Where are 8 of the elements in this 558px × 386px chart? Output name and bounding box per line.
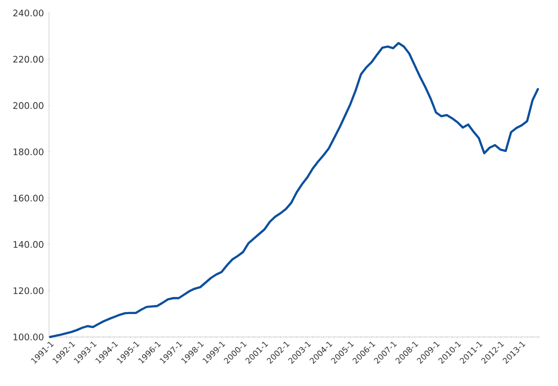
y-tick-label: 160.00 [14,194,44,202]
y-tick-label: 200.00 [13,102,44,109]
y-tick-label: 120.00 [14,287,44,294]
y-tick-label: 240.00 [13,10,44,16]
y-tick-label: 180.00 [14,148,44,156]
y-tick-label: 220.00 [13,56,44,63]
y-tick-label: 140.00 [14,241,44,248]
y-tick-label: 100.00 [14,334,44,340]
